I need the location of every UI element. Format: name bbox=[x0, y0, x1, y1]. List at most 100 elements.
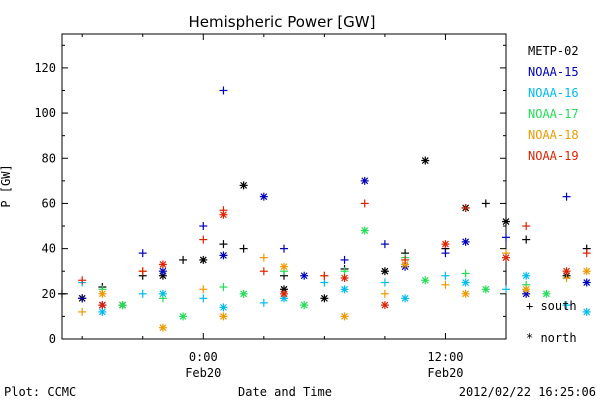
data-point-north bbox=[219, 251, 228, 260]
y-tick-label: 120 bbox=[34, 61, 56, 75]
data-point-north bbox=[380, 301, 389, 310]
data-point-north bbox=[360, 176, 369, 185]
legend-entry: NOAA-18 bbox=[528, 128, 579, 142]
data-point-south bbox=[58, 289, 66, 298]
data-point-south bbox=[158, 294, 167, 303]
data-point-south bbox=[199, 294, 208, 303]
series-noaa-15 bbox=[78, 86, 591, 310]
data-point-south bbox=[380, 278, 389, 287]
x-axis-label: Date and Time bbox=[238, 385, 332, 399]
data-point-north bbox=[118, 301, 127, 310]
data-point-north bbox=[239, 289, 248, 298]
x-tick-time-label: 0:00 bbox=[189, 350, 218, 364]
y-axis: 0 20 40 60 80 100 120 bbox=[34, 44, 506, 346]
data-point-north bbox=[481, 285, 490, 294]
plot-frame bbox=[61, 33, 507, 340]
data-point-south bbox=[582, 249, 591, 258]
y-tick-label: 0 bbox=[49, 332, 56, 346]
legend-entry: NOAA-15 bbox=[528, 65, 579, 79]
y-tick-label: 20 bbox=[42, 287, 56, 301]
data-point-south bbox=[441, 280, 450, 289]
data-point-south bbox=[138, 289, 147, 298]
data-point-south bbox=[280, 244, 288, 253]
series-noaa-16 bbox=[78, 271, 591, 316]
marker-legend-south: + south bbox=[526, 299, 577, 313]
data-point-south bbox=[320, 278, 329, 287]
data-point-north bbox=[502, 217, 510, 226]
marker-legend-north: * north bbox=[526, 331, 577, 345]
chart-title: Hemispheric Power [GW] bbox=[189, 13, 376, 31]
data-point-south bbox=[461, 203, 470, 212]
data-point-north bbox=[461, 278, 470, 287]
data-point-north bbox=[461, 289, 470, 298]
y-axis-label: P [GW] bbox=[0, 164, 13, 207]
legend-entry: METP-02 bbox=[528, 44, 579, 58]
legend-entry: NOAA-16 bbox=[528, 86, 579, 100]
data-point-north bbox=[401, 294, 410, 303]
data-point-south bbox=[199, 222, 208, 231]
y-tick-label: 80 bbox=[42, 151, 56, 165]
data-point-south bbox=[441, 249, 450, 258]
data-point-south bbox=[340, 267, 349, 276]
marker-legend: + south * north bbox=[526, 299, 577, 345]
data-point-north bbox=[158, 267, 167, 276]
data-point-south bbox=[340, 255, 349, 264]
data-point-south bbox=[138, 267, 147, 276]
series-noaa-19 bbox=[78, 199, 591, 310]
data-point-north bbox=[380, 267, 389, 276]
data-point-north bbox=[300, 301, 309, 310]
data-point-north bbox=[320, 294, 329, 303]
data-point-south bbox=[259, 298, 268, 307]
data-point-south bbox=[441, 271, 450, 280]
data-point-north bbox=[158, 260, 167, 269]
data-point-south bbox=[401, 255, 410, 264]
series-noaa-17 bbox=[98, 226, 551, 321]
plot-area bbox=[61, 33, 507, 340]
data-point-south bbox=[562, 301, 571, 310]
data-point-south bbox=[219, 240, 228, 249]
data-point-north bbox=[522, 271, 531, 280]
footer-timestamp: 2012/02/22 16:25:06 bbox=[459, 385, 596, 399]
data-point-north bbox=[421, 276, 430, 285]
data-point-south bbox=[199, 285, 208, 294]
data-point-south bbox=[199, 235, 208, 244]
data-point-north bbox=[582, 307, 591, 316]
data-point-south bbox=[522, 235, 531, 244]
data-point-south bbox=[78, 276, 87, 285]
x-tick-date-label: Feb20 bbox=[427, 366, 463, 380]
data-point-south bbox=[360, 199, 369, 208]
x-axis: 0:00Feb2012:00Feb200:00Feb2112:00Feb210:… bbox=[81, 34, 507, 380]
y-tick-label: 40 bbox=[42, 242, 56, 256]
data-point-north bbox=[502, 253, 510, 262]
data-point-north bbox=[582, 278, 591, 287]
data-point-north bbox=[461, 237, 470, 246]
data-point-south bbox=[179, 255, 188, 264]
data-point-north bbox=[582, 267, 591, 276]
data-point-south bbox=[239, 244, 248, 253]
footer-plot-credit: Plot: CCMC bbox=[4, 385, 76, 399]
data-point-north bbox=[340, 285, 349, 294]
data-point-north bbox=[300, 271, 309, 280]
data-point-north bbox=[259, 192, 268, 201]
data-point-south bbox=[562, 274, 571, 282]
legend-entry: NOAA-19 bbox=[528, 149, 579, 163]
data-point-south bbox=[219, 86, 228, 95]
data-point-north bbox=[280, 289, 288, 298]
data-point-north bbox=[280, 262, 288, 271]
data-point-north bbox=[542, 289, 551, 298]
data-point-south bbox=[320, 271, 329, 280]
data-point-north bbox=[421, 156, 430, 165]
data-point-south bbox=[138, 249, 147, 258]
data-point-north bbox=[98, 307, 107, 316]
series-metp-02 bbox=[58, 156, 591, 310]
data-point-south bbox=[502, 285, 510, 294]
data-point-north bbox=[98, 289, 107, 298]
data-point-south bbox=[78, 307, 87, 316]
series-noaa-18 bbox=[78, 249, 591, 332]
data-point-south bbox=[502, 233, 510, 242]
data-point-north bbox=[441, 240, 450, 249]
data-point-north bbox=[219, 210, 228, 219]
data-point-north bbox=[522, 285, 531, 294]
data-points bbox=[58, 86, 591, 332]
data-point-north bbox=[98, 301, 107, 310]
